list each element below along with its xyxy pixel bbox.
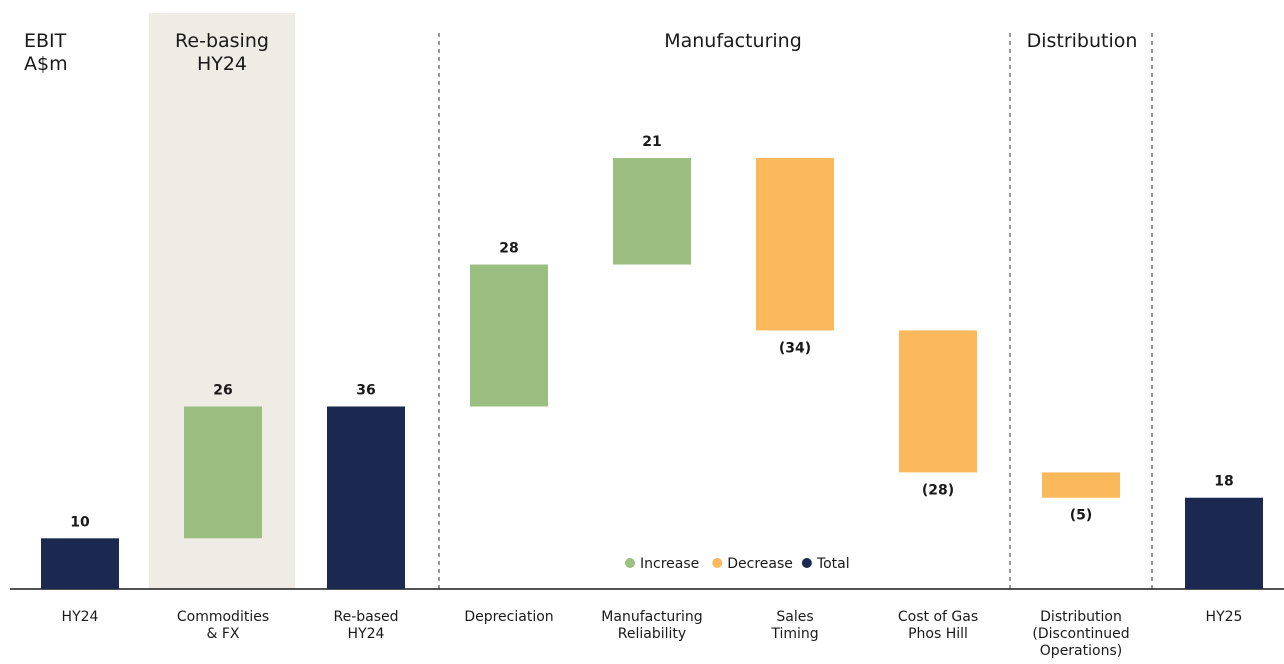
category-label-2-line-1: HY24 (348, 626, 385, 642)
bar-5 (756, 158, 834, 331)
legend-label-increase: Increase (640, 556, 699, 572)
bar-4 (613, 158, 691, 265)
category-label-5-line-1: Timing (770, 626, 818, 642)
category-label-6-line-1: Phos Hill (908, 626, 968, 642)
bar-0 (41, 538, 119, 589)
legend-marker-decrease (712, 558, 723, 568)
value-label-0: 10 (70, 514, 90, 530)
category-label-4-line-1: Reliability (618, 626, 686, 642)
bar-8 (1185, 497, 1263, 589)
category-label-3-line-0: Depreciation (464, 609, 553, 625)
y-axis-label-line-1: A$m (24, 53, 68, 75)
group-label-1-line-0: Manufacturing (664, 30, 802, 52)
group-label-0-line-1: HY24 (197, 53, 247, 75)
category-label-1-line-0: Commodities (177, 609, 269, 625)
value-label-8: 18 (1214, 474, 1233, 490)
value-label-1: 26 (213, 382, 232, 398)
category-label-1-line-1: & FX (206, 626, 239, 642)
category-label-0-line-0: HY24 (62, 609, 99, 625)
value-label-3: 28 (499, 241, 518, 257)
value-label-2: 36 (356, 382, 375, 398)
legend-label-total: Total (816, 556, 850, 572)
bar-2 (327, 406, 405, 589)
bar-1 (184, 406, 262, 539)
category-label-8-line-0: HY25 (1206, 609, 1243, 625)
value-label-4: 21 (642, 134, 661, 150)
category-label-5-line-0: Sales (776, 609, 813, 625)
category-label-2-line-0: Re-based (333, 609, 398, 625)
value-label-5: (34) (779, 340, 811, 356)
category-label-6-line-0: Cost of Gas (898, 609, 978, 625)
group-label-2-line-0: Distribution (1027, 30, 1138, 52)
y-axis-label-line-0: EBIT (24, 30, 67, 52)
value-label-6: (28) (922, 482, 954, 498)
bar-3 (470, 264, 548, 407)
bar-6 (899, 330, 977, 473)
legend-label-decrease: Decrease (727, 556, 793, 572)
group-label-0-line-0: Re-basing (175, 30, 269, 52)
category-label-7-line-0: Distribution (1040, 609, 1122, 625)
bar-7 (1042, 472, 1120, 498)
legend-marker-total (801, 558, 812, 568)
category-label-4-line-0: Manufacturing (601, 609, 702, 625)
legend-marker-increase (625, 558, 635, 568)
value-label-7: (5) (1070, 508, 1093, 524)
category-label-7-line-2: Operations) (1040, 643, 1122, 659)
category-label-7-line-1: (Discontinued (1032, 626, 1129, 642)
